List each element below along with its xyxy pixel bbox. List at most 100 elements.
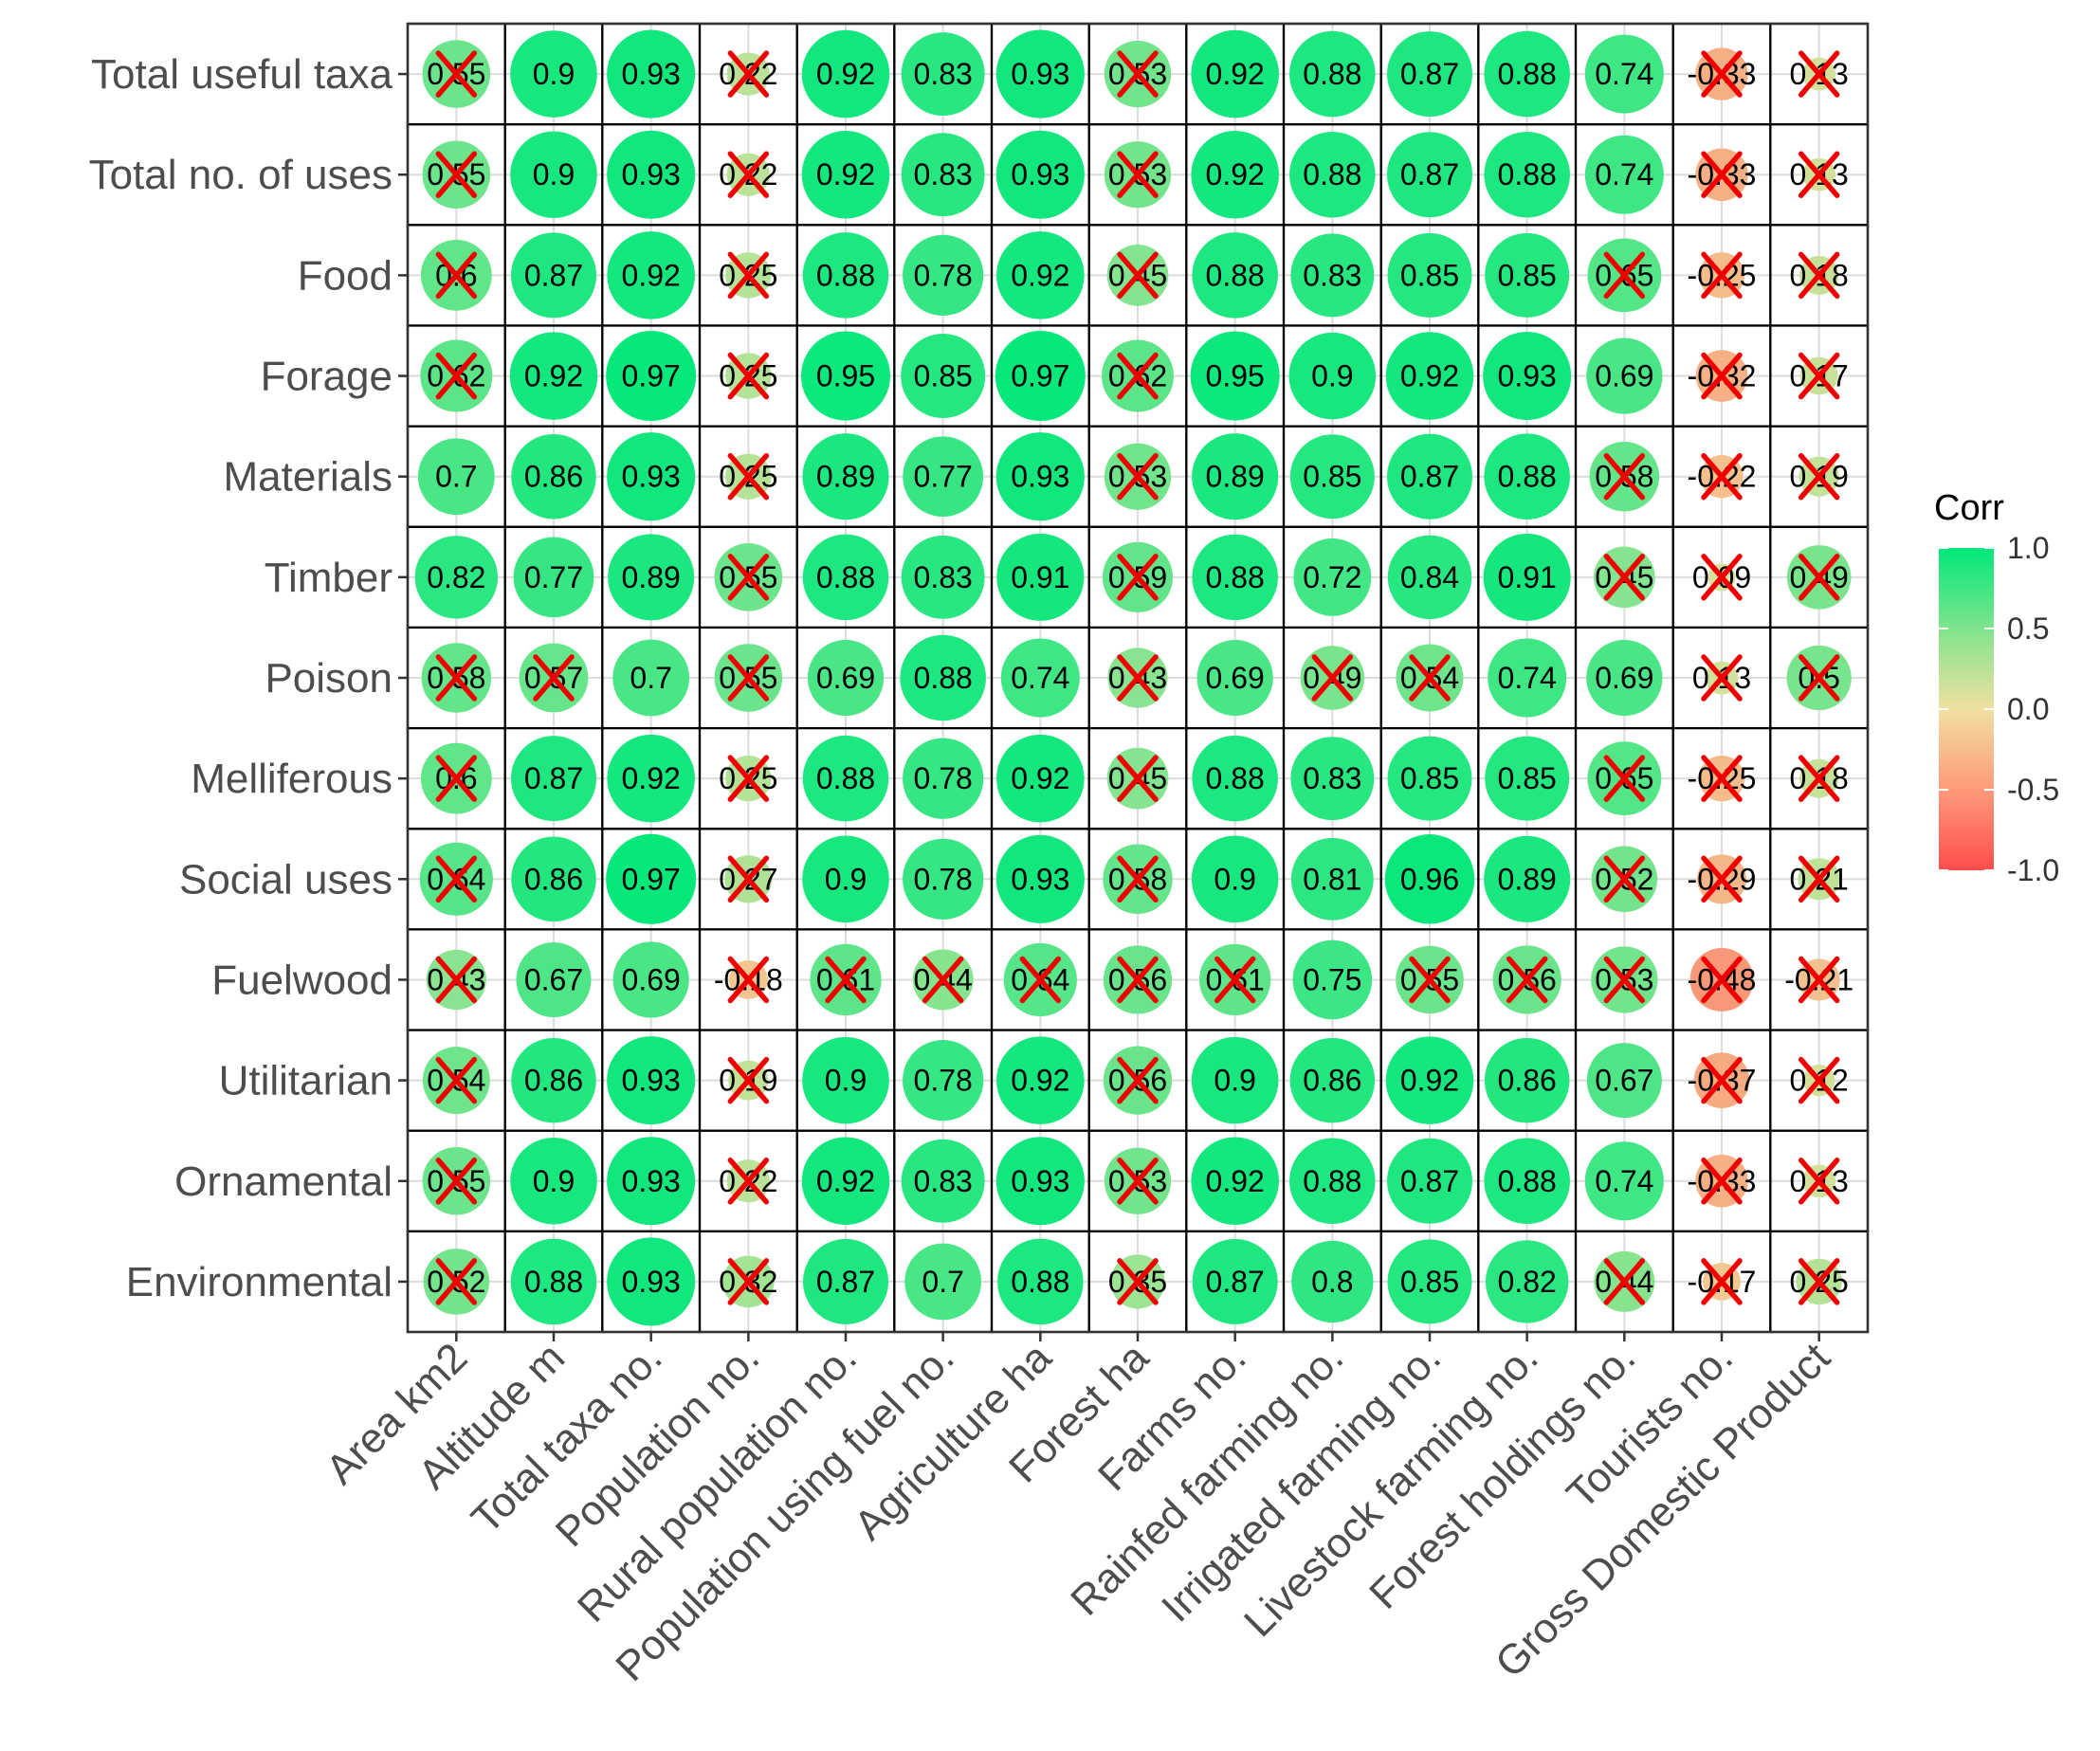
corr-cell: 0.83: [893, 1129, 994, 1232]
corr-value-label: 0.93: [1011, 57, 1069, 91]
corr-circle: [997, 1238, 1084, 1325]
corr-cell: 0.89: [1477, 828, 1578, 931]
corr-cell: 0.13: [1769, 1129, 1870, 1232]
corr-circle: [1291, 1240, 1374, 1323]
insignificant-cross-icon: [1409, 654, 1451, 702]
corr-value-label: 0.83: [1303, 761, 1361, 795]
insignificant-cross-icon: [1798, 1056, 1840, 1104]
corr-circle: [607, 29, 696, 119]
corr-circle: [606, 833, 697, 924]
insignificant-cross-icon: [1117, 855, 1159, 903]
insignificant-cross-icon: [1603, 755, 1646, 802]
corr-value-label: 0.87: [1400, 57, 1459, 91]
corr-cell: 0.83: [893, 22, 994, 126]
corr-value-label: 0.83: [914, 157, 973, 192]
corr-value-label: 0.87: [1400, 1164, 1459, 1198]
y-tick-label: Total useful taxa: [91, 51, 393, 98]
corr-value-label: 0.97: [622, 862, 681, 896]
insignificant-cross-icon: [727, 352, 770, 400]
insignificant-cross-icon: [1798, 855, 1840, 903]
corr-cell: 0.88: [1282, 1129, 1382, 1232]
insignificant-cross-icon: [1117, 50, 1159, 98]
corr-value-label: 0.69: [1595, 359, 1653, 393]
corr-cell: 0.92: [601, 224, 702, 327]
corr-value-label: 0.88: [1303, 57, 1361, 91]
corr-circle: [510, 131, 597, 219]
corr-circle: [996, 1036, 1085, 1124]
insignificant-cross-icon: [1798, 50, 1840, 98]
insignificant-cross-icon: [435, 1158, 478, 1205]
corr-value-label: 0.92: [524, 359, 583, 393]
corr-value-label: 0.74: [1595, 57, 1653, 91]
corr-value-label: 0.88: [1498, 157, 1557, 192]
corr-value-label: 0.74: [1498, 661, 1557, 695]
corr-cell: 0.89: [1185, 425, 1286, 528]
insignificant-cross-icon: [1117, 251, 1159, 300]
corr-circle: [510, 1238, 597, 1325]
corr-cell: 0.93: [601, 1129, 702, 1232]
corr-cell: 0.88: [1477, 123, 1578, 227]
corr-cell: -0.22: [1671, 425, 1772, 528]
insignificant-cross-icon: [1311, 654, 1354, 702]
y-tick-label: Poison: [265, 655, 393, 702]
insignificant-cross-icon: [1798, 554, 1840, 601]
corr-circle: [607, 734, 695, 823]
insignificant-cross-icon: [1701, 1056, 1743, 1104]
insignificant-cross-icon: [1117, 956, 1159, 1004]
corr-cell: 0.27: [698, 828, 798, 931]
corr-circle: [1484, 131, 1570, 218]
corr-cell: 0.64: [990, 928, 1090, 1031]
corr-cell: 0.22: [698, 123, 798, 227]
corr-cell: 0.53: [1574, 928, 1674, 1031]
corr-value-label: 0.81: [1303, 862, 1361, 896]
corr-value-label: 0.97: [1011, 359, 1069, 393]
corr-cell: 0.9: [1185, 1029, 1286, 1132]
corr-cell: -0.21: [1769, 928, 1870, 1031]
corr-circle: [1386, 1138, 1473, 1224]
corr-value-label: 0.86: [524, 460, 583, 494]
corr-cell: 0.55: [406, 1129, 506, 1232]
corr-value-label: 0.88: [1011, 1265, 1069, 1299]
corr-circle: [513, 537, 594, 618]
corr-circle: [510, 232, 597, 319]
corr-circle: [802, 735, 889, 822]
corr-circle: [1484, 1138, 1570, 1225]
corr-cell: 0.55: [406, 22, 506, 126]
insignificant-cross-icon: [1117, 151, 1159, 198]
corr-cell: 0.92: [1379, 324, 1480, 428]
corr-circle: [1292, 939, 1373, 1020]
corr-value-label: 0.91: [1011, 560, 1069, 594]
corr-value-label: 0.88: [1206, 258, 1265, 292]
corr-value-label: 0.85: [1400, 761, 1459, 795]
corr-circle: [1289, 1138, 1376, 1225]
corr-cell: 0.92: [1185, 1129, 1286, 1232]
legend-title: Corr: [1934, 488, 2004, 528]
insignificant-cross-icon: [1117, 1258, 1159, 1305]
corr-circle: [995, 130, 1085, 219]
corr-cell: 0.93: [990, 123, 1090, 227]
corr-cell: 0.88: [1185, 224, 1286, 327]
corr-circle: [1485, 232, 1570, 318]
corr-circle: [1484, 835, 1571, 922]
corr-cell: 0.77: [893, 425, 994, 528]
corr-value-label: 0.89: [1206, 460, 1265, 494]
corr-value-label: 0.92: [816, 1164, 875, 1198]
insignificant-cross-icon: [533, 654, 575, 702]
insignificant-cross-icon: [1701, 352, 1743, 400]
corr-circle: [511, 836, 596, 922]
corr-cell: 0.7: [893, 1230, 994, 1334]
corr-circle: [1289, 131, 1376, 218]
y-tick-label: Materials: [224, 454, 393, 501]
corr-value-label: 0.86: [1303, 1064, 1361, 1098]
corr-cell: 0.75: [1282, 928, 1382, 1031]
corr-circle: [900, 634, 986, 721]
corr-circle: [903, 1039, 984, 1122]
corr-value-label: 0.93: [622, 1164, 681, 1198]
corr-circle: [802, 232, 889, 319]
corr-circle: [1385, 332, 1474, 420]
corr-value-label: 0.85: [1400, 258, 1459, 292]
insignificant-cross-icon: [1701, 50, 1743, 98]
corr-value-label: 0.75: [1303, 962, 1361, 996]
corr-circle: [510, 30, 597, 118]
corr-value-label: 0.95: [1206, 359, 1265, 393]
